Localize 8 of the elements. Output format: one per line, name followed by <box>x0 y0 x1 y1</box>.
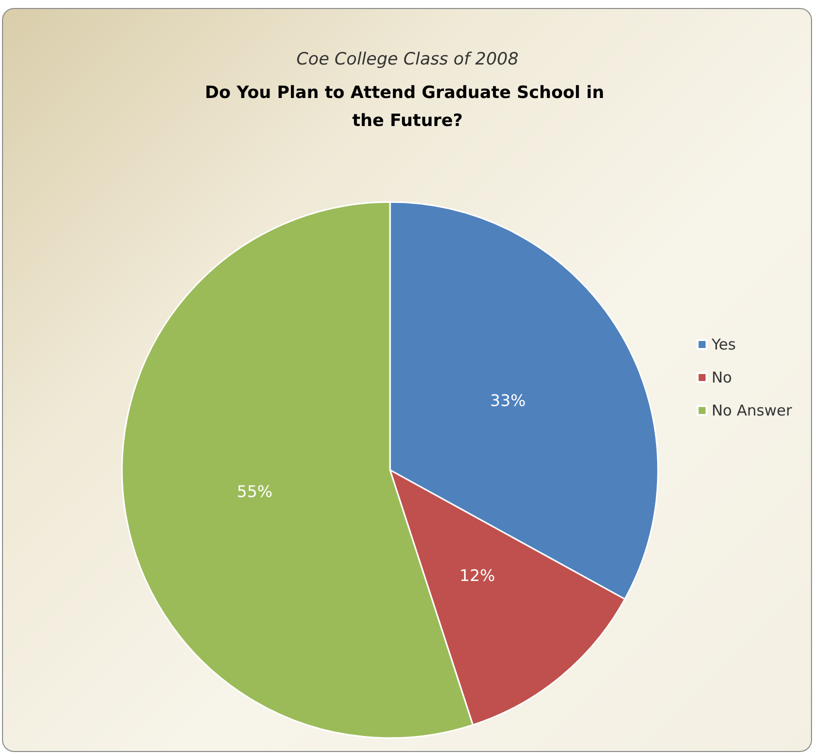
chart-title: Do You Plan to Attend Graduate School in the Future? <box>204 83 610 131</box>
legend-label: No <box>712 368 732 386</box>
legend-label: No Answer <box>712 402 793 420</box>
data-label: 12% <box>460 566 496 586</box>
chart-subtitle: Coe College Class of 2008 <box>296 50 519 70</box>
data-label: 33% <box>490 390 526 410</box>
legend-label: Yes <box>710 336 736 354</box>
data-label: 55% <box>236 482 272 501</box>
